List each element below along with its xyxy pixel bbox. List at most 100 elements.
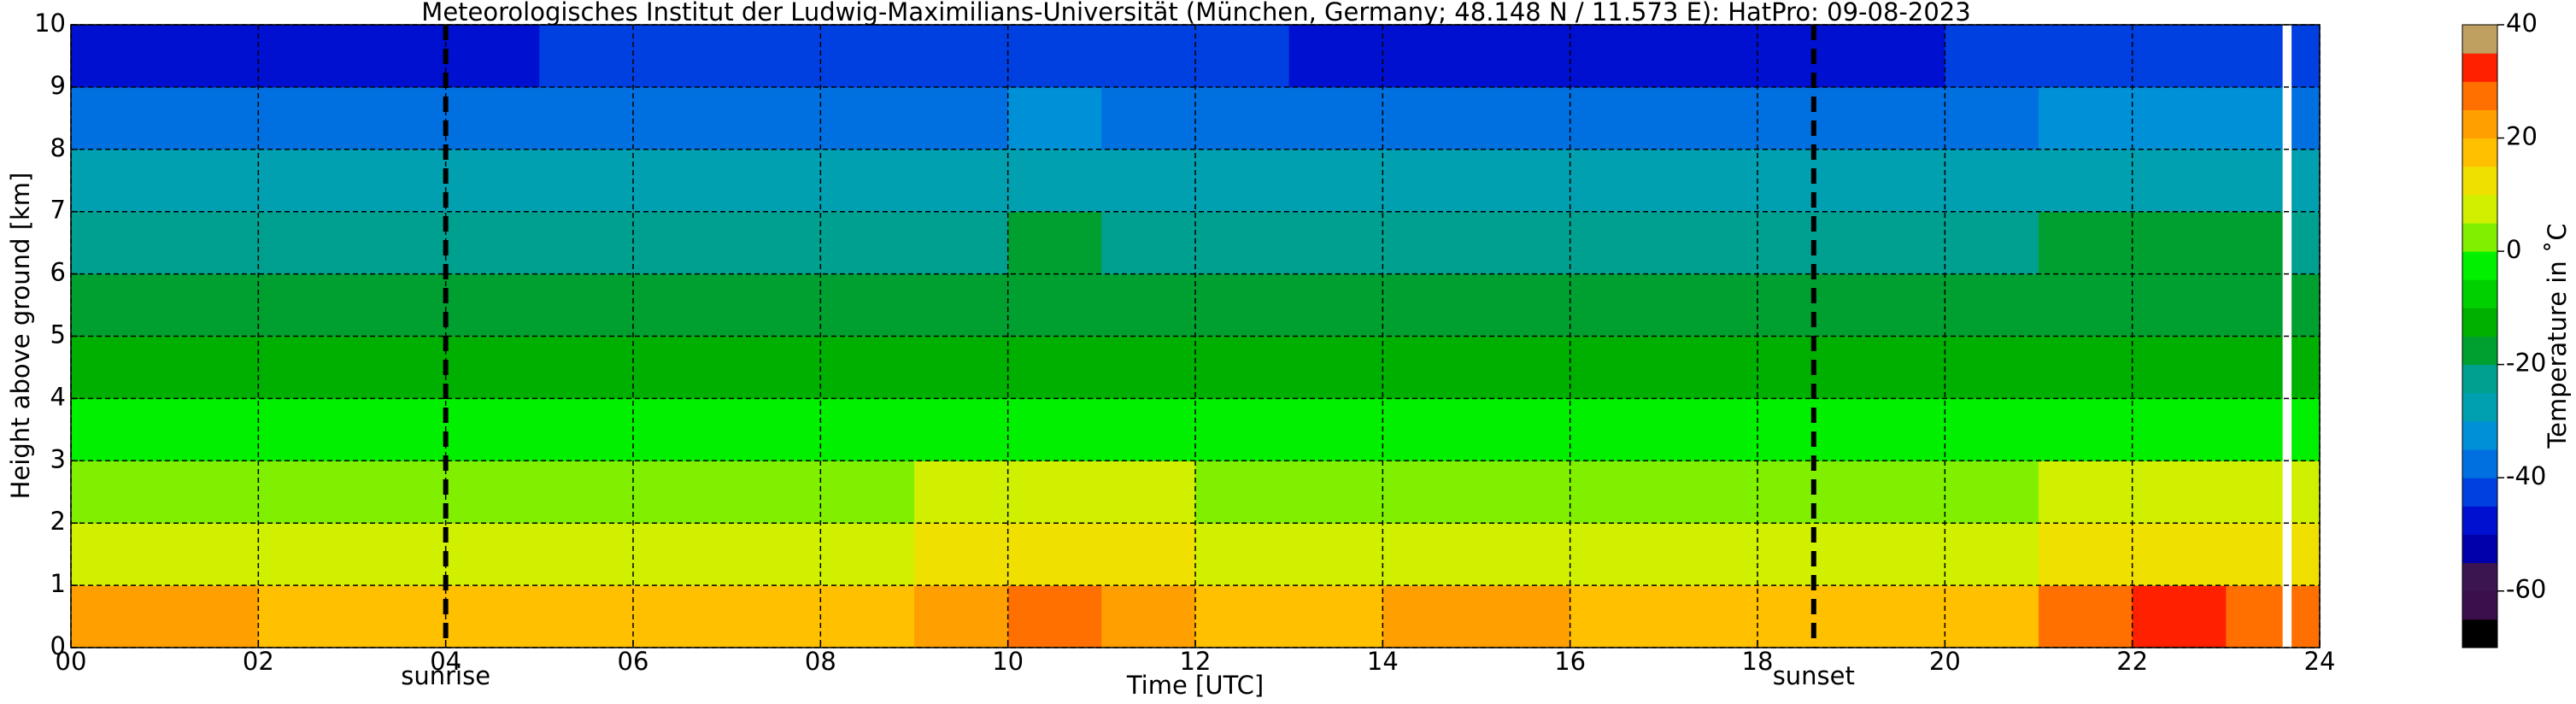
heatmap-cell — [1382, 273, 1477, 337]
heatmap-cell — [1570, 585, 1664, 648]
heatmap-cell — [2132, 461, 2227, 524]
heatmap-cell — [1851, 86, 1945, 150]
colorbar-segment — [2462, 619, 2497, 648]
heatmap-cell — [820, 149, 915, 213]
x-tick-label: 18 — [1742, 647, 1774, 676]
heatmap-cell — [2291, 523, 2321, 586]
heatmap-cell — [71, 211, 166, 275]
heatmap-cell — [352, 585, 447, 648]
heatmap-cell — [633, 25, 728, 88]
heatmap-cell — [726, 585, 821, 648]
heatmap-cell — [1288, 25, 1383, 88]
heatmap-cell — [2039, 25, 2133, 88]
heatmap-cell — [1382, 523, 1477, 586]
heatmap-cell — [2291, 461, 2321, 524]
colorbar-label: Temperature in ˚C — [2543, 223, 2572, 449]
heatmap-cell — [445, 336, 540, 399]
heatmap-cell — [1288, 86, 1383, 150]
heatmap-cell — [1007, 86, 1102, 150]
heatmap-cell — [2132, 585, 2227, 648]
heatmap-cell — [1570, 25, 1664, 88]
heatmap-cell — [1288, 273, 1383, 337]
colorbar-segment — [2462, 251, 2497, 280]
heatmap-cell — [1382, 211, 1477, 275]
heatmap-cell — [1195, 523, 1290, 586]
heatmap-cell — [1288, 585, 1383, 648]
heatmap-cell — [820, 585, 915, 648]
colorbar-segment — [2462, 308, 2497, 337]
heatmap-cell — [1007, 523, 1102, 586]
heatmap-cell — [258, 585, 353, 648]
colorbar-segment — [2462, 25, 2497, 54]
x-tick-label: 08 — [805, 647, 836, 676]
colorbar-segment — [2462, 194, 2497, 224]
heatmap-cell — [1195, 336, 1290, 399]
heatmap-cell — [633, 86, 728, 150]
y-tick-label: 10 — [34, 9, 66, 38]
heatmap-cell — [726, 149, 821, 213]
heatmap-cell — [726, 398, 821, 461]
heatmap-cell — [633, 523, 728, 586]
heatmap-cell — [1288, 461, 1383, 524]
heatmap-cell — [1101, 211, 1196, 275]
x-tick-label: 06 — [618, 647, 649, 676]
colorbar-segment — [2462, 392, 2497, 422]
heatmap-cell — [352, 336, 447, 399]
heatmap-cell — [71, 149, 166, 213]
heatmap-cell — [1757, 585, 1852, 648]
heatmap-cell — [1007, 25, 1102, 88]
heatmap-cell — [2291, 86, 2321, 150]
heatmap-cell — [1945, 523, 2039, 586]
heatmap-cell — [820, 523, 915, 586]
colorbar-segment — [2462, 534, 2497, 564]
heatmap-cell — [164, 523, 259, 586]
heatmap-cell — [164, 211, 259, 275]
heatmap-cell — [1757, 211, 1852, 275]
heatmap-cell — [539, 211, 634, 275]
heatmap-cell — [164, 273, 259, 337]
heatmap-cell — [2039, 86, 2133, 150]
heatmap-cell — [726, 273, 821, 337]
heatmap-cell — [71, 398, 166, 461]
heatmap-cell — [1476, 461, 1571, 524]
heatmap-cell — [1570, 149, 1664, 213]
heatmap-cell — [1288, 211, 1383, 275]
heatmap-cell — [1664, 461, 1758, 524]
heatmap-cell — [2226, 86, 2283, 150]
heatmap-cell — [445, 86, 540, 150]
heatmap-cell — [258, 398, 353, 461]
heatmap-cell — [1101, 86, 1196, 150]
heatmap-cell — [2226, 211, 2283, 275]
heatmap-cell — [1195, 25, 1290, 88]
heatmap-cell — [1757, 86, 1852, 150]
heatmap-cell — [1101, 25, 1196, 88]
heatmap-cell — [352, 25, 447, 88]
heatmap-cell — [914, 523, 1009, 586]
heatmap-cell — [2291, 398, 2321, 461]
heatmap-cell — [1476, 398, 1571, 461]
heatmap-cell — [633, 398, 728, 461]
heatmap-cell — [445, 273, 540, 337]
colorbar-segment — [2462, 562, 2497, 592]
heatmap-cell — [352, 211, 447, 275]
x-axis-label: Time [UTC] — [1126, 671, 1264, 700]
heatmap-cell — [2132, 336, 2227, 399]
colorbar-segment — [2462, 590, 2497, 620]
heatmap-cell — [258, 211, 353, 275]
colorbar-segment — [2462, 506, 2497, 535]
heatmap-cell — [539, 461, 634, 524]
x-tick-label: 02 — [243, 647, 274, 676]
heatmap-cell — [1945, 461, 2039, 524]
heatmap-cell — [1851, 398, 1945, 461]
heatmap-cell — [445, 523, 540, 586]
heatmap-cell — [539, 585, 634, 648]
heatmap-cell — [1101, 273, 1196, 337]
heatmap-cell — [1664, 211, 1758, 275]
heatmap-cell — [352, 86, 447, 150]
heatmap-cell — [1007, 336, 1102, 399]
x-tick-label: 20 — [1929, 647, 1961, 676]
heatmap-cell — [2226, 523, 2283, 586]
heatmap-cell — [726, 461, 821, 524]
heatmap-cell — [1851, 273, 1945, 337]
heatmap-cell — [1195, 585, 1290, 648]
